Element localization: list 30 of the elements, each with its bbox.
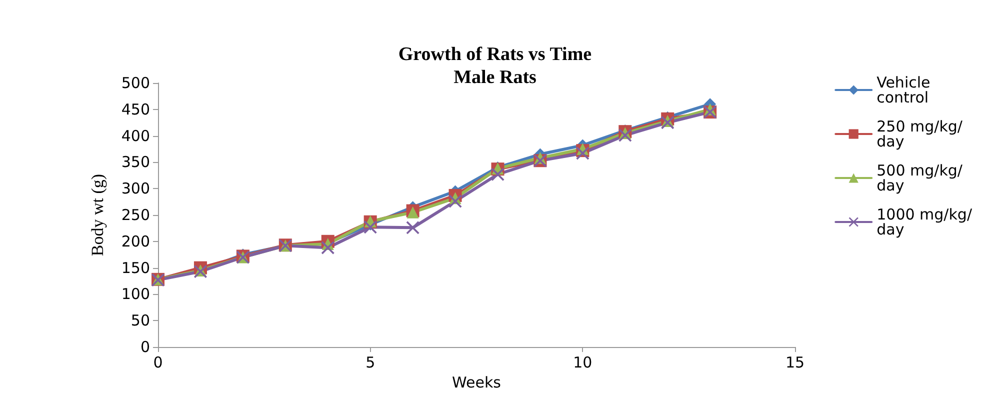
- chart-title: Growth of Rats vs Time: [398, 44, 592, 65]
- y-tick-label: 450: [121, 100, 150, 118]
- y-tick-label: 100: [121, 285, 150, 304]
- x-tick-label: 10: [573, 354, 592, 372]
- y-tick-label: 250: [121, 206, 150, 224]
- x-tick-label: 0: [153, 354, 163, 372]
- point: [448, 194, 462, 208]
- legend-label: 500 mg/kg/day: [876, 162, 964, 194]
- y-tick-label: 0: [140, 338, 150, 356]
- legend-label: 250 mg/kg/day: [876, 118, 964, 150]
- y-tick-label: 300: [121, 180, 150, 198]
- y-tick-label: 200: [121, 232, 150, 250]
- point: [406, 221, 420, 234]
- x-axis-title: Weeks: [452, 373, 502, 392]
- x-tick-label: 15: [785, 354, 805, 372]
- point: [321, 241, 334, 254]
- legend-label: 1000 mg/kg/day: [876, 206, 973, 238]
- point: [618, 128, 632, 142]
- y-tick-label: 350: [121, 153, 150, 172]
- point: [364, 220, 377, 234]
- x-tick-label: 5: [366, 354, 376, 372]
- y-tick-label: 50: [130, 312, 150, 330]
- y-axis-title: Body wt (g): [88, 174, 107, 256]
- y-tick-label: 500: [121, 74, 150, 92]
- y-tick-label: 400: [121, 126, 150, 145]
- point: [491, 168, 504, 181]
- point: [576, 146, 590, 160]
- y-tick-label: 150: [121, 258, 150, 277]
- legend-label: Vehicle control: [876, 74, 936, 106]
- chart-subtitle: Male Rats: [454, 67, 536, 88]
